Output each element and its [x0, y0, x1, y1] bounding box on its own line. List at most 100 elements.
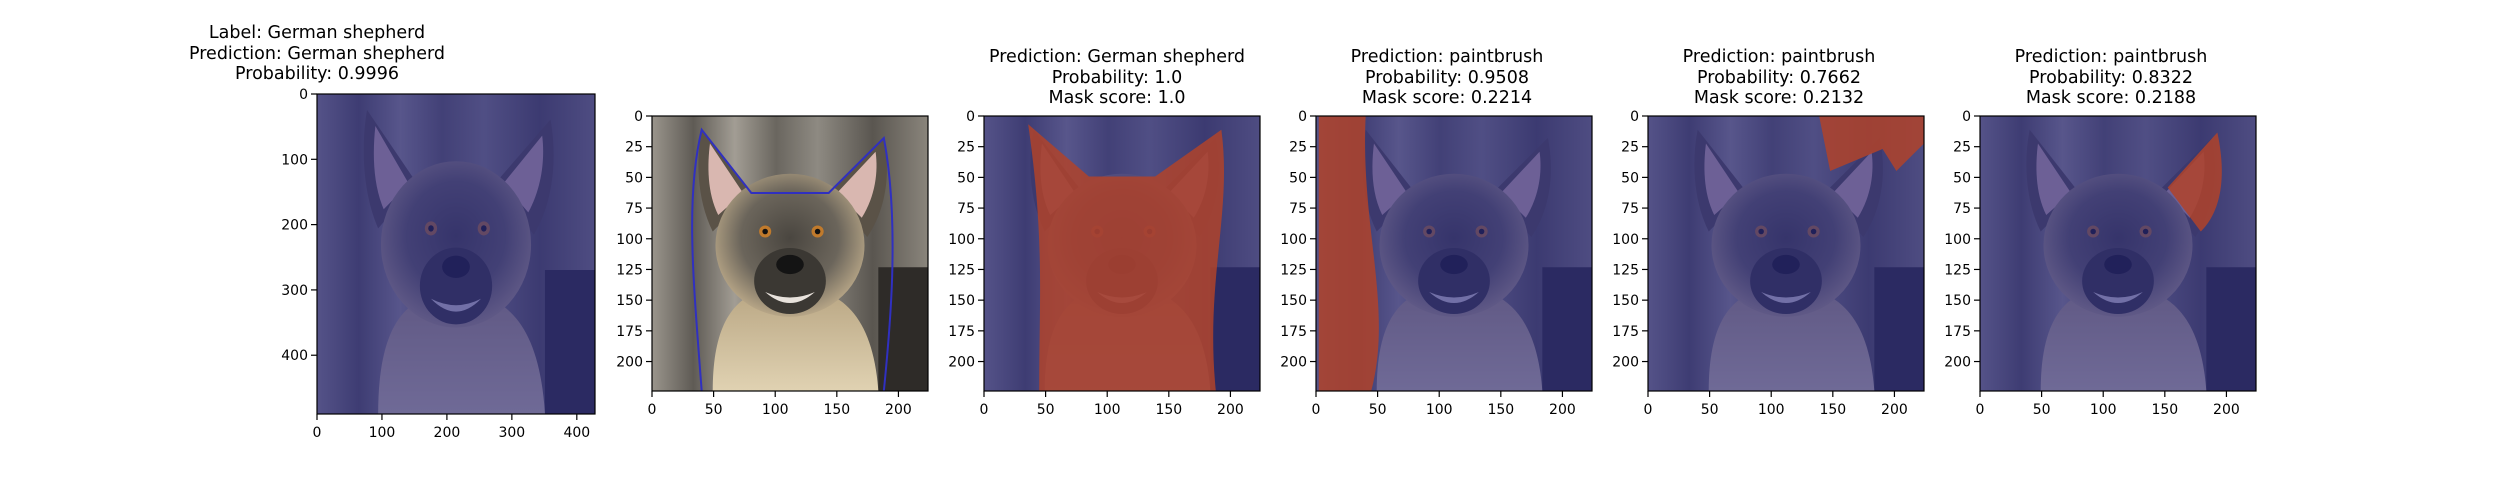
title-line: Mask score: 0.2132: [1693, 88, 1865, 108]
y-tick-label: 100: [616, 232, 643, 248]
y-tick-label: 300: [281, 283, 308, 299]
y-tick-label: 200: [281, 218, 308, 234]
title-line: Prediction: German shepherd: [989, 47, 1245, 67]
y-tick-label: 150: [1280, 293, 1307, 309]
y-tick-label: 125: [948, 262, 975, 278]
mask-red-overlay: [1318, 116, 1379, 391]
y-tick-label: 175: [1280, 324, 1307, 340]
panel-6-axes: 0 50 100 150 200 0 25 50 75 100 125 150 175 200: [1944, 109, 2257, 418]
y-tick-label: 100: [1280, 232, 1307, 248]
mask-red-overlay: [1819, 116, 1924, 171]
x-tick-label: 150: [823, 402, 850, 418]
y-tick-label: 0: [634, 109, 643, 125]
y-tick-label: 400: [281, 348, 308, 364]
title-line: Prediction: paintbrush: [2014, 47, 2208, 67]
title-line: Mask score: 0.2214: [1361, 88, 1533, 108]
y-tick-label: 75: [957, 201, 975, 217]
y-tick-label: 75: [625, 201, 643, 217]
x-tick-label: 200: [434, 425, 461, 441]
panel-6-title: Prediction: paintbrush Probability: 0.83…: [1901, 47, 2321, 109]
panel-1-axes: 0 100 200 300 400 0 100 200 300 400: [281, 87, 596, 441]
panel-3-title: Prediction: German shepherd Probability:…: [907, 47, 1327, 109]
x-tick-label: 50: [705, 402, 723, 418]
title-line: Mask score: 1.0: [1048, 88, 1186, 108]
title-line: Prediction: German shepherd: [189, 43, 445, 64]
y-tick-label: 200: [1280, 355, 1307, 371]
y-tick-label: 50: [1289, 170, 1307, 186]
x-tick-label: 200: [1549, 402, 1576, 418]
title-line: Probability: 1.0: [1051, 67, 1183, 88]
y-tick-label: 25: [1289, 140, 1307, 156]
y-tick-label: 175: [1944, 324, 1971, 340]
x-tick-label: 100: [1094, 402, 1121, 418]
y-tick-label: 150: [1944, 293, 1971, 309]
title-line: Probability: 0.9508: [1365, 67, 1529, 88]
dog-image: [1980, 116, 2256, 391]
y-tick-label: 150: [1612, 293, 1639, 309]
mask-contour: [691, 127, 894, 391]
y-tick-label: 125: [616, 262, 643, 278]
y-tick-label: 50: [1953, 170, 1971, 186]
panel-5-title: Prediction: paintbrush Probability: 0.76…: [1569, 47, 1989, 109]
y-tick-label: 100: [1944, 232, 1971, 248]
title-line: Probability: 0.9996: [235, 64, 399, 84]
y-tick-label: 25: [625, 140, 643, 156]
y-tick-label: 75: [1289, 201, 1307, 217]
x-tick-label: 200: [1217, 402, 1244, 418]
axes-frame: [316, 93, 596, 415]
title-line: Prediction: paintbrush: [1350, 47, 1544, 67]
y-tick-label: 0: [1630, 109, 1639, 125]
x-tick-label: 0: [980, 402, 989, 418]
y-tick-label: 100: [1612, 232, 1639, 248]
axes-frame: [983, 115, 1261, 392]
y-tick-label: 50: [957, 170, 975, 186]
x-tick-label: 200: [1881, 402, 1908, 418]
axes-frame: [1315, 115, 1593, 392]
x-tick-label: 200: [885, 402, 912, 418]
x-tick-label: 100: [1426, 402, 1453, 418]
axes-frame: [1647, 115, 1925, 392]
title-line: Prediction: paintbrush: [1682, 47, 1876, 67]
mask-blue-overlay: [317, 94, 595, 414]
x-tick-label: 50: [1701, 402, 1719, 418]
panel-2-axes: 0 50 100 150 200 0 25 50 75 100 125 150 175 200: [616, 109, 929, 418]
mask-red-overlay: [2167, 132, 2222, 232]
panel-3-axes: 0 50 100 150 200 0 25 50 75 100 125 150 175 200: [948, 109, 1261, 418]
y-tick-label: 0: [299, 87, 308, 103]
x-tick-label: 400: [563, 425, 590, 441]
y-tick-label: 200: [1944, 355, 1971, 371]
title-line: Probability: 0.8322: [2029, 67, 2193, 88]
y-tick-label: 175: [948, 324, 975, 340]
x-tick-label: 100: [1758, 402, 1785, 418]
y-tick-label: 100: [281, 152, 308, 168]
dog-image: [1648, 116, 1924, 391]
y-tick-label: 0: [1962, 109, 1971, 125]
y-tick-label: 100: [948, 232, 975, 248]
x-tick-label: 50: [1369, 402, 1387, 418]
mask-blue-overlay: [1648, 116, 1924, 391]
y-tick-label: 200: [616, 355, 643, 371]
y-tick-label: 125: [1612, 262, 1639, 278]
dog-image: [652, 116, 928, 391]
y-tick-label: 150: [616, 293, 643, 309]
x-tick-label: 150: [1155, 402, 1182, 418]
x-tick-label: 150: [1819, 402, 1846, 418]
x-tick-label: 0: [313, 425, 322, 441]
y-tick-label: 50: [625, 170, 643, 186]
x-tick-label: 0: [1312, 402, 1321, 418]
y-tick-label: 0: [966, 109, 975, 125]
panel-5-axes: 0 50 100 150 200 0 25 50 75 100 125 150 175 200: [1612, 109, 1925, 418]
y-tick-label: 0: [1298, 109, 1307, 125]
mask-red-overlay: [1028, 124, 1225, 391]
x-tick-label: 150: [2151, 402, 2178, 418]
title-line: Mask score: 0.2188: [2025, 88, 2197, 108]
dog-image: [1316, 116, 1592, 391]
y-tick-label: 175: [616, 324, 643, 340]
title-line: Label: German shepherd: [208, 23, 426, 43]
x-tick-label: 150: [1487, 402, 1514, 418]
y-tick-label: 125: [1280, 262, 1307, 278]
x-tick-label: 0: [1976, 402, 1985, 418]
y-tick-label: 125: [1944, 262, 1971, 278]
x-tick-label: 0: [1644, 402, 1653, 418]
